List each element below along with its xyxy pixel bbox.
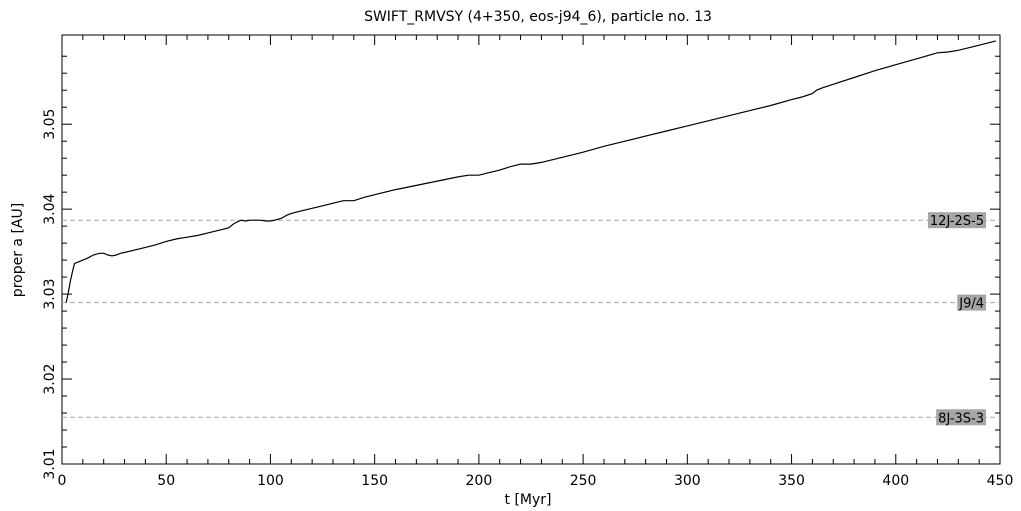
x-tick-label: 400 — [882, 473, 909, 489]
resonance-label-bg — [927, 212, 986, 229]
resonance-label: J9/4 — [958, 297, 984, 312]
x-tick-label: 0 — [58, 473, 67, 489]
x-tick-label: 450 — [987, 473, 1014, 489]
y-tick-label: 3.04 — [42, 193, 58, 224]
x-tick-label: 350 — [778, 473, 805, 489]
y-tick-label: 3.02 — [42, 363, 58, 394]
resonance-label-bg — [936, 409, 986, 426]
plot-frame — [61, 34, 1001, 465]
resonance-label: 12J-2S-5 — [930, 214, 984, 229]
x-tick-label: 300 — [674, 473, 701, 489]
x-tick-label: 200 — [466, 473, 493, 489]
y-axis: 3.01 3.02 3.03 3.04 3.05 — [42, 55, 1000, 480]
resonance-label: 8J-3S-3 — [938, 411, 984, 426]
resonance-lines: 12J-2S-5 J9/4 8J-3S-3 — [62, 212, 1000, 426]
y-tick-label: 3.05 — [42, 109, 58, 140]
y-tick-label: 3.01 — [42, 448, 58, 479]
x-tick-label: 250 — [570, 473, 597, 489]
x-tick-label: 100 — [257, 473, 284, 489]
y-axis-label: proper a [AU] — [10, 203, 26, 297]
x-tick-label: 150 — [361, 473, 388, 489]
y-tick-label: 3.03 — [42, 279, 58, 310]
series-line — [65, 40, 996, 303]
x-tick-label: 50 — [157, 473, 175, 489]
plot-area — [61, 34, 1001, 465]
chart-title: SWIFT_RMVSY (4+350, eos-j94_6), particle… — [364, 9, 712, 25]
x-axis-label: t [Myr] — [505, 492, 552, 508]
x-axis: 0 50 100 150 200 250 300 350 400 450 — [58, 35, 1014, 489]
resonance-label-bg — [957, 294, 986, 311]
